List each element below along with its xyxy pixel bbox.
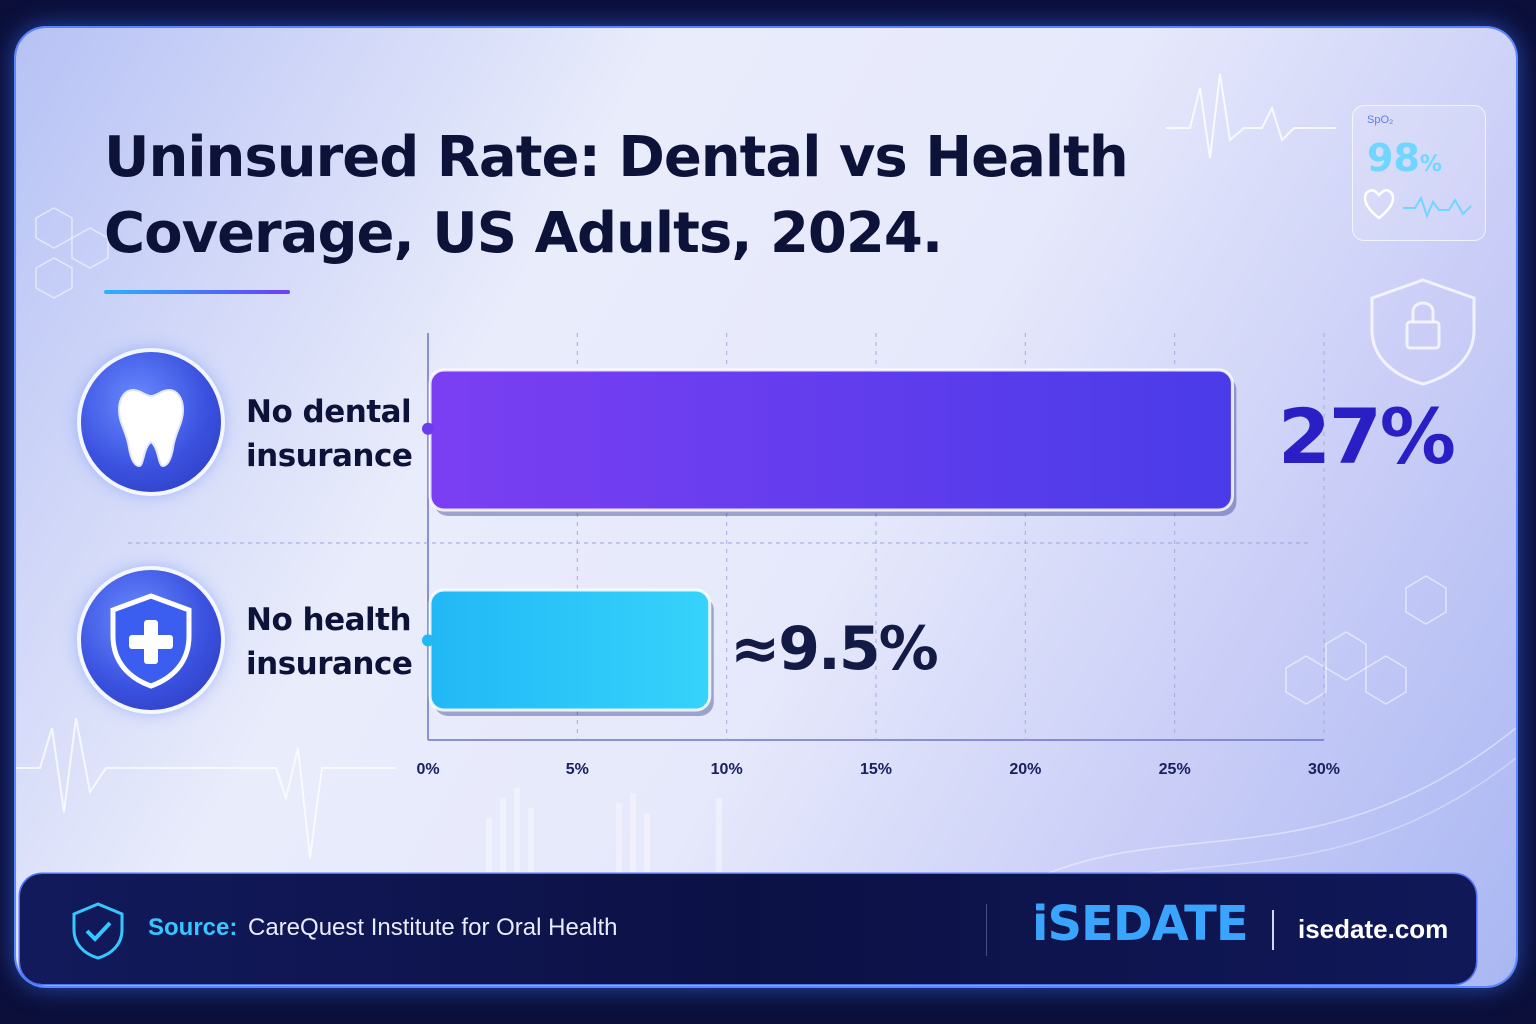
spo2-card: SpO₂ 98% [1352, 105, 1486, 241]
shield-plus-icon [81, 570, 221, 710]
bar-chart: 0% 5% 10% 15% 20% 25% 30% [128, 333, 1340, 778]
brand-separator [1272, 910, 1274, 950]
shield-check-icon [72, 902, 124, 960]
source-value: CareQuest Institute for Oral Health [248, 914, 618, 941]
chart-card: Uninsured Rate: Dental vs Health Coverag… [16, 28, 1516, 986]
x-tick-label: 25% [1159, 761, 1191, 778]
chart-title-line-2: Coverage, US Adults, 2024. [104, 201, 943, 266]
brand-domain-link[interactable]: isedate.com [1298, 914, 1449, 944]
value-label-health: ≈9.5% [730, 614, 939, 684]
chart-title-line-1: Uninsured Rate: Dental vs Health [104, 125, 1129, 190]
bar-health [428, 588, 712, 712]
bar-dental [428, 368, 1234, 512]
hexagon-pattern-right [1285, 575, 1447, 705]
footer-bar: Source: CareQuest Institute for Oral Hea… [20, 874, 1476, 984]
source-key: Source: [148, 914, 238, 941]
value-label-dental: 27% [1278, 392, 1456, 481]
background-mini-bars [486, 788, 722, 878]
wave-lines [1015, 727, 1516, 889]
x-tick-label: 10% [711, 761, 743, 778]
heartbeat-line-bottom [16, 717, 396, 859]
tooth-icon [81, 352, 221, 492]
category-label-dental: No dental insurance [246, 394, 413, 474]
lock-shield-icon [1370, 278, 1476, 386]
x-tick-label: 0% [416, 761, 439, 778]
heart-pulse-icon [1363, 189, 1472, 220]
chart-title: Uninsured Rate: Dental vs Health Coverag… [104, 120, 1244, 272]
spo2-value: 98% [1367, 136, 1442, 180]
heartbeat-line-top [1166, 73, 1336, 159]
x-tick-label: 15% [860, 761, 892, 778]
x-tick-label: 30% [1308, 761, 1340, 778]
title-underline [104, 290, 290, 294]
spo2-label: SpO₂ [1367, 114, 1394, 126]
brand-logo: iSEDATE [1032, 896, 1249, 952]
footer-divider [986, 904, 987, 956]
bar-health-anchor-dot [422, 634, 434, 647]
x-tick-label: 5% [566, 761, 589, 778]
background-decoration [16, 73, 1516, 909]
x-tick-label: 20% [1009, 761, 1041, 778]
hexagon-pattern-left [35, 207, 109, 299]
category-label-health: No health insurance [246, 602, 413, 682]
bar-dental-anchor-dot [422, 422, 434, 435]
